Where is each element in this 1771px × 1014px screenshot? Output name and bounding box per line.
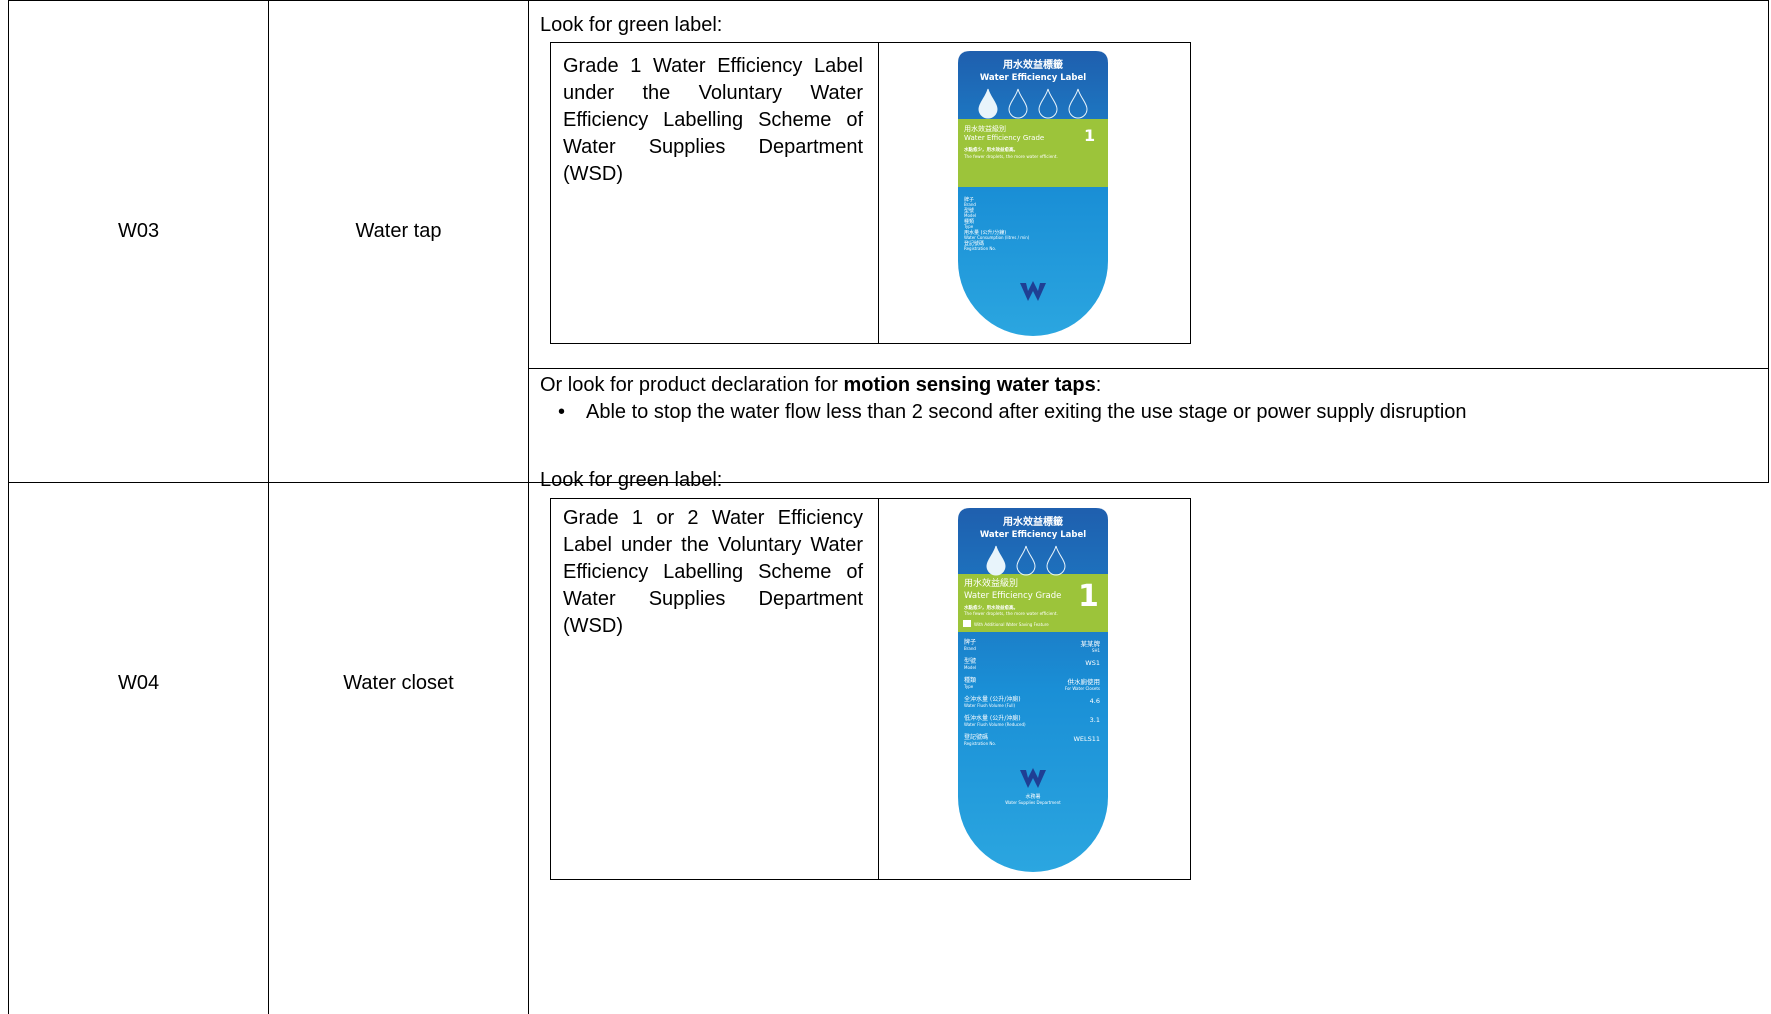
grade: 1 (1078, 579, 1099, 614)
field-en: Water Flush Volume (Full) (964, 703, 1015, 708)
label-box: Grade 1 or 2 Water Efficiency Label unde… (550, 498, 1191, 880)
intro: Look for green label: (540, 12, 722, 39)
field-value: 4.6 (1090, 697, 1100, 705)
field-en: Brand (964, 646, 976, 651)
field-value: 3.1 (1090, 716, 1100, 724)
description: Grade 1 or 2 Water Efficiency Label unde… (563, 505, 863, 640)
slogan-en: The fewer droplets, the more water effic… (963, 611, 1058, 616)
field-value: WELS11 (1073, 735, 1100, 743)
grade: 1 (1084, 126, 1095, 145)
grade-zh: 用水效益級別 (964, 577, 1018, 589)
field-zh: 全沖水量 (公升/沖廁) (964, 695, 1021, 703)
field-en: Registration No. (964, 246, 996, 251)
field-value-en: For Water Closets (1065, 686, 1100, 691)
title-en: Water Efficiency Label (980, 530, 1086, 540)
field-zh: 牌子 (964, 638, 976, 646)
field-en: Type (963, 224, 974, 229)
field-value: 供水廁使用 (1068, 677, 1101, 686)
text: Or look for product declaration for (540, 374, 843, 396)
page: W03 Water tap Look for green label: Grad… (0, 0, 1771, 1014)
intro: Look for green label: (540, 467, 722, 494)
grade-en: Water Efficiency Grade (964, 591, 1061, 601)
code: W04 (9, 483, 268, 883)
field-zh: 登記號碼 (964, 733, 988, 741)
field-en: Water Consumption (litres / min) (964, 235, 1030, 240)
slogan-zh: 水點愈少，用水效益愈高。 (964, 146, 1018, 153)
department-en: Water Supplies Department (1005, 800, 1061, 805)
label-body (958, 51, 1108, 336)
field-zh: 型號 (964, 657, 976, 665)
field-en: Model (964, 213, 976, 218)
grade-en: Water Efficiency Grade (964, 134, 1044, 142)
item: Water closet (269, 483, 528, 883)
emphasis: motion sensing water taps (843, 374, 1095, 396)
field-zh: 低沖水量 (公升/沖廁) (964, 714, 1021, 722)
department-zh: 水務署 (1025, 793, 1040, 800)
field-value: WS1 (1085, 659, 1100, 667)
bullet-mark: • (558, 399, 565, 426)
field-en: Water Flush Volume (Reduced) (964, 722, 1026, 727)
slogan-zh: 水點愈少，用水效益愈高。 (964, 604, 1018, 611)
title-zh: 用水效益標籤 (1002, 58, 1063, 71)
grade-zh: 用水效益級別 (964, 124, 1006, 133)
field-en: Model (964, 665, 976, 670)
field-en: Type (963, 684, 974, 689)
title-zh: 用水效益標籤 (1002, 515, 1063, 528)
field-en: Brand (964, 202, 976, 207)
table: W03 Water tap Look for green label: Grad… (0, 0, 1771, 1014)
description: Grade 1 Water Efficiency Label under the… (563, 53, 863, 188)
feature-icon (963, 620, 971, 627)
title-en: Water Efficiency Label (980, 73, 1086, 83)
feature: With Additional Water Saving Feature (974, 622, 1049, 627)
code: W03 (9, 0, 268, 462)
field-en: Registration No. (964, 741, 996, 746)
slogan-en: The fewer droplets, the more water effic… (963, 154, 1058, 159)
label-box: Grade 1 Water Efficiency Label under the… (550, 42, 1191, 344)
field-value-en: SH1 (1092, 648, 1101, 653)
declaration: Or look for product declaration for moti… (540, 372, 1101, 399)
item: Water tap (269, 0, 528, 462)
bullet: Able to stop the water flow less than 2 … (586, 399, 1762, 426)
label-image: 用水效益標籤 Water Efficiency Label 用水效益級別 Water … (958, 508, 1108, 873)
suffix: : (1096, 374, 1102, 396)
field-zh: 種類 (964, 676, 976, 684)
field-value: 某某牌 (1081, 639, 1101, 648)
